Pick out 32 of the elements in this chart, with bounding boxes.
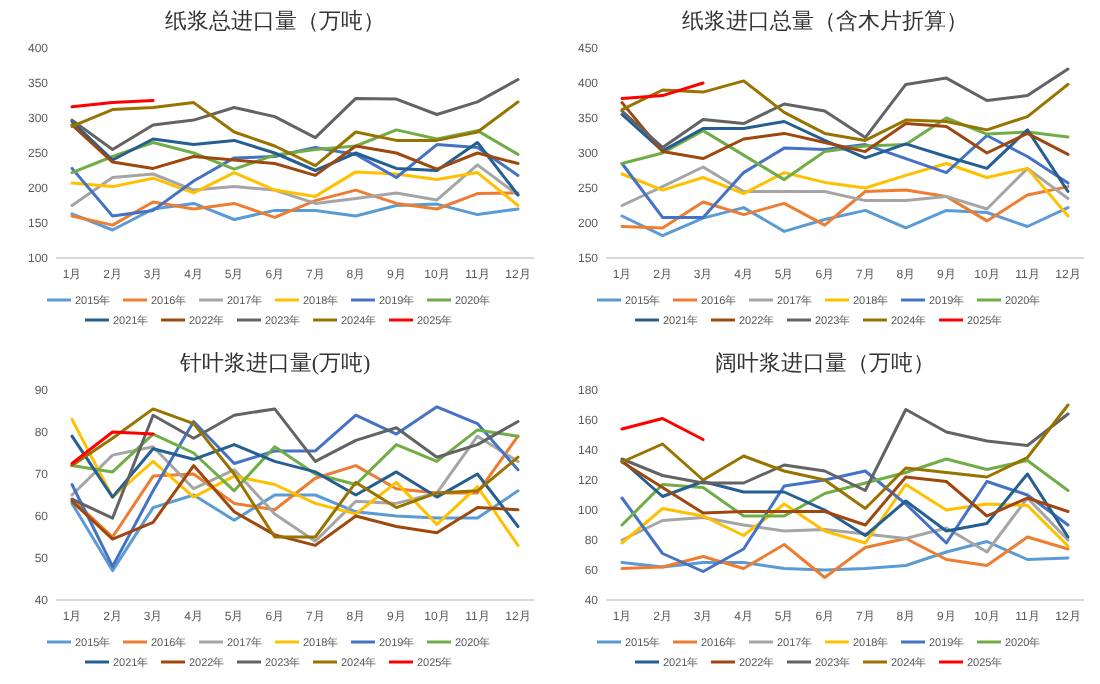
line-series <box>620 67 1070 149</box>
line-series <box>70 163 520 207</box>
line-series <box>70 120 520 197</box>
chart-title: 纸浆进口总量（含木片折算） <box>682 8 968 34</box>
line-series <box>70 489 520 573</box>
line-series <box>620 408 1070 492</box>
line-series <box>70 201 520 232</box>
line-series <box>70 78 520 151</box>
line-series <box>620 185 1070 230</box>
line-series <box>70 188 520 227</box>
line-series <box>620 101 1070 161</box>
line-series <box>70 100 520 168</box>
line-series <box>70 464 520 547</box>
line-series <box>70 170 520 207</box>
line-series <box>620 459 1070 539</box>
line-series <box>620 206 1070 238</box>
line-series <box>620 496 1070 554</box>
line-series <box>70 428 520 493</box>
chart-title: 纸浆总进口量（万吨） <box>165 8 385 34</box>
line-series <box>620 535 1070 579</box>
line-series <box>70 405 520 568</box>
line-series <box>70 143 520 218</box>
line-series <box>620 483 1070 548</box>
line-series <box>620 116 1070 182</box>
line-series <box>620 540 1070 572</box>
chart-title: 阔叶浆进口量（万吨） <box>715 350 935 376</box>
line-series <box>620 469 1070 573</box>
line-series <box>620 79 1070 142</box>
line-series <box>620 403 1070 510</box>
chart-title: 针叶浆进口量(万吨) <box>177 350 371 376</box>
line-series <box>620 113 1070 193</box>
line-series <box>620 134 1070 219</box>
